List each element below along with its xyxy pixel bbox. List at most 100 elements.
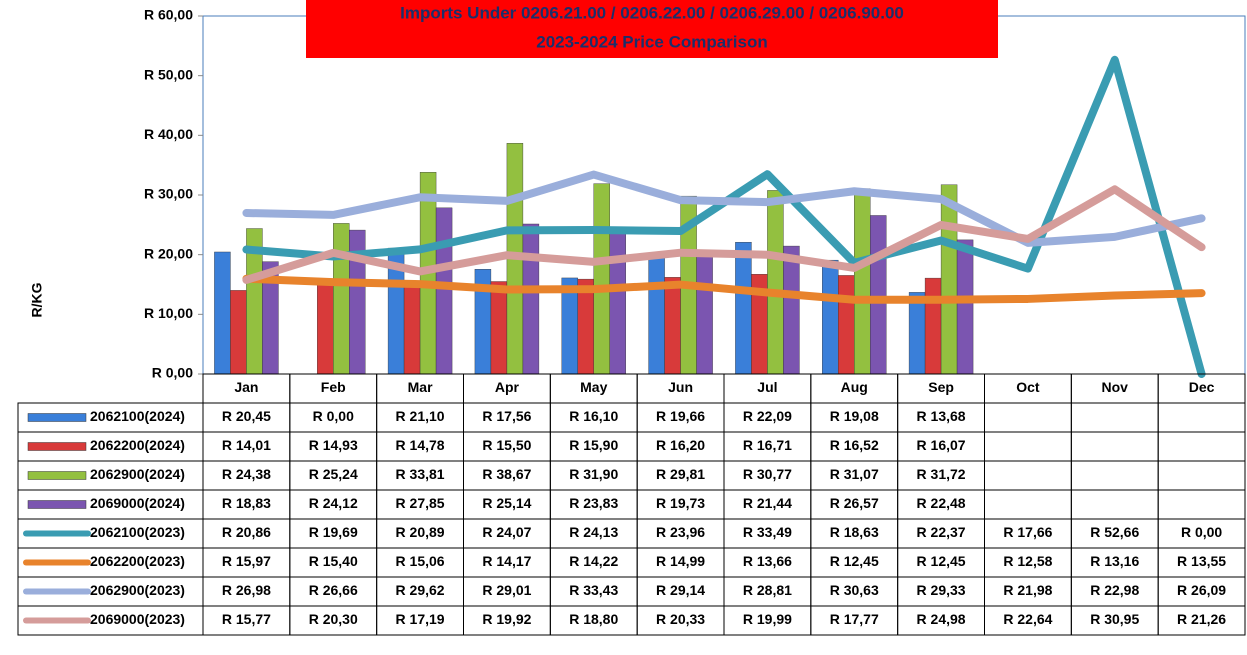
line-series bbox=[242, 185, 1206, 284]
table-cell bbox=[984, 402, 1072, 433]
table-cell bbox=[984, 460, 1072, 491]
data-label: R 29,81 bbox=[656, 466, 705, 482]
x-tick-label: Dec bbox=[1189, 379, 1215, 395]
data-label: R 20,33 bbox=[656, 611, 705, 627]
bar bbox=[940, 184, 958, 375]
data-label: R 18,80 bbox=[569, 611, 618, 627]
data-label: R 31,90 bbox=[569, 466, 618, 482]
y-axis-label: R/KG bbox=[29, 282, 45, 317]
data-label: R 16,52 bbox=[830, 437, 879, 453]
table-cell bbox=[984, 489, 1072, 520]
data-label: R 14,93 bbox=[309, 437, 358, 453]
data-label: R 26,98 bbox=[222, 582, 271, 598]
x-tick-label: Oct bbox=[1016, 379, 1040, 395]
data-label: R 23,83 bbox=[569, 495, 618, 511]
data-label: R 22,09 bbox=[743, 408, 792, 424]
data-label: R 24,13 bbox=[569, 524, 618, 540]
data-label: R 17,19 bbox=[396, 611, 445, 627]
x-tick-label: Jan bbox=[234, 379, 258, 395]
table-cell bbox=[984, 431, 1072, 462]
bar bbox=[214, 251, 231, 375]
bar bbox=[870, 215, 887, 375]
bar bbox=[609, 231, 626, 375]
data-label: R 15,06 bbox=[396, 553, 445, 569]
data-label: R 30,63 bbox=[830, 582, 879, 598]
data-label: R 22,37 bbox=[917, 524, 966, 540]
data-label: R 18,83 bbox=[222, 495, 271, 511]
data-label: R 28,81 bbox=[743, 582, 792, 598]
data-label: R 25,24 bbox=[309, 466, 358, 482]
data-label: R 13,55 bbox=[1177, 553, 1226, 569]
bar bbox=[956, 239, 974, 375]
table-cell bbox=[1157, 605, 1246, 636]
bar bbox=[735, 241, 752, 375]
data-label: R 52,66 bbox=[1090, 524, 1139, 540]
data-label: R 16,07 bbox=[917, 437, 966, 453]
data-label: R 14,01 bbox=[222, 437, 271, 453]
data-label: R 25,14 bbox=[482, 495, 531, 511]
bar bbox=[317, 284, 334, 375]
data-label: R 16,20 bbox=[656, 437, 705, 453]
legend-key bbox=[27, 500, 87, 509]
x-tick-label: Jun bbox=[668, 379, 693, 395]
data-label: R 29,33 bbox=[917, 582, 966, 598]
legend-label: 2062200(2023) bbox=[90, 553, 185, 569]
data-label: R 33,81 bbox=[396, 466, 445, 482]
data-label: R 38,67 bbox=[482, 466, 531, 482]
data-label: R 24,38 bbox=[222, 466, 271, 482]
data-label: R 20,86 bbox=[222, 524, 271, 540]
legend-label: 2062200(2024) bbox=[90, 437, 185, 453]
data-label: R 22,98 bbox=[1090, 582, 1139, 598]
data-label: R 22,48 bbox=[917, 495, 966, 511]
data-label: R 29,62 bbox=[396, 582, 445, 598]
data-label: R 31,72 bbox=[917, 466, 966, 482]
data-label: R 31,07 bbox=[830, 466, 879, 482]
data-label: R 15,50 bbox=[482, 437, 531, 453]
y-tick-label: R 0,00 bbox=[152, 365, 193, 381]
y-tick-label: R 20,00 bbox=[144, 245, 193, 261]
bar bbox=[648, 256, 665, 375]
bar bbox=[854, 188, 871, 375]
data-label: R 20,30 bbox=[309, 611, 358, 627]
data-label: R 33,49 bbox=[743, 524, 792, 540]
data-label: R 29,01 bbox=[482, 582, 531, 598]
x-tick-label: May bbox=[580, 379, 607, 395]
x-tick-label: Sep bbox=[928, 379, 954, 395]
data-label: R 14,17 bbox=[482, 553, 531, 569]
data-label: R 14,99 bbox=[656, 553, 705, 569]
data-label: R 21,98 bbox=[1003, 582, 1052, 598]
legend-key bbox=[27, 471, 87, 480]
data-label: R 17,66 bbox=[1003, 524, 1052, 540]
data-label: R 13,16 bbox=[1090, 553, 1139, 569]
data-label: R 19,73 bbox=[656, 495, 705, 511]
data-label: R 19,66 bbox=[656, 408, 705, 424]
y-tick-label: R 30,00 bbox=[144, 186, 193, 202]
legend-key bbox=[27, 413, 87, 422]
bar bbox=[767, 190, 784, 375]
x-tick-label: Nov bbox=[1102, 379, 1129, 395]
x-tick-label: Apr bbox=[495, 379, 520, 395]
table-cell bbox=[1070, 402, 1159, 433]
data-label: R 26,66 bbox=[309, 582, 358, 598]
data-label: R 19,99 bbox=[743, 611, 792, 627]
bar bbox=[435, 207, 453, 375]
data-label: R 21,10 bbox=[396, 408, 445, 424]
data-label: R 19,08 bbox=[830, 408, 879, 424]
data-label: R 29,14 bbox=[656, 582, 705, 598]
data-label: R 12,58 bbox=[1003, 553, 1052, 569]
data-label: R 19,92 bbox=[482, 611, 531, 627]
bar bbox=[924, 277, 942, 375]
data-label: R 20,89 bbox=[396, 524, 445, 540]
data-label: R 18,63 bbox=[830, 524, 879, 540]
bar bbox=[822, 259, 839, 375]
bar bbox=[403, 285, 421, 375]
y-tick-label: R 60,00 bbox=[144, 7, 193, 23]
data-label: R 13,68 bbox=[917, 408, 966, 424]
x-tick-label: Feb bbox=[321, 379, 346, 395]
line-series bbox=[242, 274, 1206, 304]
data-label: R 16,71 bbox=[743, 437, 792, 453]
data-label: R 24,07 bbox=[482, 524, 531, 540]
legend-label: 2069000(2023) bbox=[90, 611, 185, 627]
line-series bbox=[242, 170, 1206, 247]
